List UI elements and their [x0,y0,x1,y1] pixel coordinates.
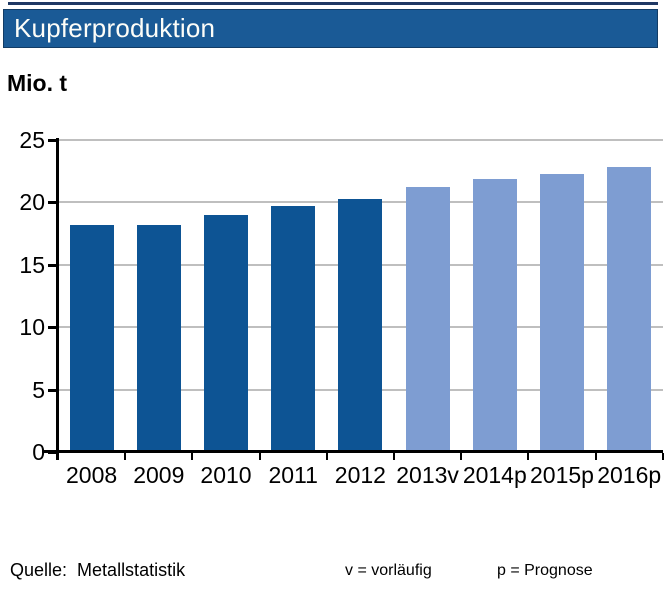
y-tick-label-20: 20 [19,189,45,216]
x-tick-mark [191,453,194,460]
bar-2014p [472,178,517,452]
chart-title-bar: Kupferproduktion [3,9,658,48]
y-tick-label-10: 10 [19,314,45,341]
y-axis-unit-label: Mio. t [7,70,68,96]
legend-prognose: p = Prognose [497,562,593,579]
y-tick-mark-20 [48,201,56,205]
x-tick-label-2011: 2011 [268,462,318,488]
y-tick-mark-25 [48,139,56,142]
chart-title: Kupferproduktion [14,13,216,43]
x-tick-label-2014p: 2014p [462,462,527,488]
bar-2016p [607,167,652,452]
y-tick-label-5: 5 [32,376,45,403]
x-tick-mark [57,453,59,460]
x-tick-label-2008: 2008 [66,462,118,488]
x-tick-mark [594,453,597,460]
x-tick-mark [460,453,463,460]
x-tick-mark [124,453,127,460]
source-value: Metallstatistik [77,560,186,580]
bar-2012 [338,198,383,452]
x-tick-mark [258,453,261,460]
x-tick-mark [661,453,664,460]
y-tick-mark-15 [48,263,56,267]
gridline-25 [58,139,663,141]
x-tick-label-2016p: 2016p [597,462,662,488]
x-axis-line [42,450,663,453]
y-tick-mark-5 [48,388,56,392]
x-tick-label-2012: 2012 [334,462,386,488]
x-tick-mark [393,453,395,460]
plot-area: 0 5 10 15 20 25 2008 2009 2010 2011 2012 2013v 2014p… [19,127,664,488]
bar-2011 [271,206,316,452]
y-tick-mark-0 [48,451,56,454]
y-tick-label-15: 15 [19,251,45,278]
top-accent-line [8,2,658,5]
bar-2010 [204,214,248,452]
source-label: Quelle: [10,560,68,580]
x-tick-label-2009: 2009 [133,462,185,488]
y-tick-label-25: 25 [19,127,45,153]
x-tick-label-2010: 2010 [200,462,252,488]
x-tick-mark [325,453,328,460]
bar-2013v [405,187,450,452]
y-tick-mark-10 [48,326,56,330]
x-tick-label-2013v: 2013v [396,462,459,488]
source-note: Quelle: Metallstatistik [10,560,185,581]
x-tick-mark [527,453,530,460]
x-tick-label-2015p: 2015p [530,462,594,488]
legend-vorlaeufig: v = vorläufig [345,562,432,579]
bar-2009 [136,224,181,452]
bar-2015p [540,173,584,452]
y-tick-label-0: 0 [32,439,45,465]
y-axis-line [56,138,59,460]
bar-2008 [69,224,114,452]
